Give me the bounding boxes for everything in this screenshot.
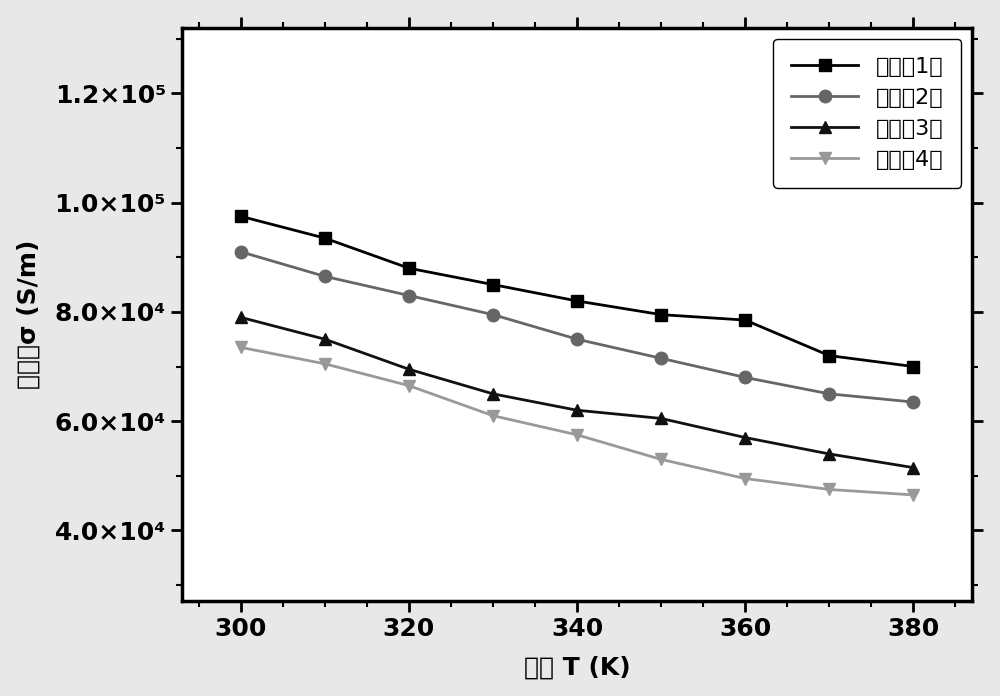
实施例3： [739, 434, 751, 442]
实施例1： [403, 264, 415, 272]
实施例1： [571, 296, 583, 305]
Line: 实施例1：: 实施例1： [235, 210, 920, 373]
实施例2： [655, 354, 667, 363]
实施例2： [235, 248, 247, 256]
实施例2： [403, 292, 415, 300]
Line: 实施例2：: 实施例2： [235, 246, 920, 409]
实施例4： [739, 475, 751, 483]
实施例3： [319, 335, 331, 343]
实施例3： [571, 406, 583, 414]
实施例3： [823, 450, 835, 458]
实施例4： [823, 485, 835, 493]
实施例4： [907, 491, 919, 499]
实施例3： [655, 414, 667, 422]
X-axis label: 温度 T (K): 温度 T (K) [524, 656, 630, 679]
实施例1： [907, 363, 919, 371]
实施例3： [907, 464, 919, 472]
实施例1： [655, 310, 667, 319]
实施例2： [823, 390, 835, 398]
Y-axis label: 电导率σ (S/m): 电导率σ (S/m) [17, 240, 41, 389]
实施例4： [403, 381, 415, 390]
实施例4： [655, 455, 667, 464]
实施例3： [487, 390, 499, 398]
实施例3： [403, 365, 415, 374]
实施例2： [319, 272, 331, 280]
实施例3： [235, 313, 247, 322]
Legend: 实施例1：, 实施例2：, 实施例3：, 实施例4：: 实施例1：, 实施例2：, 实施例3：, 实施例4： [773, 39, 961, 188]
实施例1： [319, 234, 331, 242]
实施例2： [907, 398, 919, 406]
实施例1： [487, 280, 499, 289]
实施例1： [739, 316, 751, 324]
实施例1： [823, 351, 835, 360]
实施例2： [739, 373, 751, 381]
实施例1： [235, 212, 247, 221]
实施例4： [487, 411, 499, 420]
Line: 实施例3：: 实施例3： [235, 311, 920, 474]
实施例4： [319, 360, 331, 368]
实施例2： [487, 310, 499, 319]
实施例4： [571, 431, 583, 439]
Line: 实施例4：: 实施例4： [235, 341, 920, 501]
实施例4： [235, 343, 247, 351]
实施例2： [571, 335, 583, 343]
